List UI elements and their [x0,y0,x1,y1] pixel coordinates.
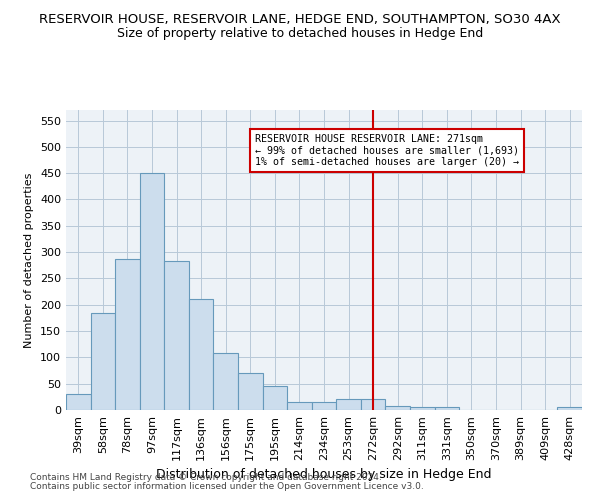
X-axis label: Distribution of detached houses by size in Hedge End: Distribution of detached houses by size … [156,468,492,481]
Bar [385,406,410,410]
Text: Contains HM Land Registry data © Crown copyright and database right 2024.: Contains HM Land Registry data © Crown c… [30,474,382,482]
Bar [115,259,140,410]
Text: RESERVOIR HOUSE RESERVOIR LANE: 271sqm
← 99% of detached houses are smaller (1,6: RESERVOIR HOUSE RESERVOIR LANE: 271sqm ←… [255,134,519,167]
Bar [434,408,459,410]
Bar [91,312,115,410]
Bar [164,261,189,410]
Bar [361,400,385,410]
Bar [410,408,434,410]
Bar [557,408,582,410]
Bar [287,402,312,410]
Bar [66,394,91,410]
Text: RESERVOIR HOUSE, RESERVOIR LANE, HEDGE END, SOUTHAMPTON, SO30 4AX: RESERVOIR HOUSE, RESERVOIR LANE, HEDGE E… [39,12,561,26]
Bar [238,373,263,410]
Bar [312,402,336,410]
Bar [140,173,164,410]
Y-axis label: Number of detached properties: Number of detached properties [25,172,34,348]
Bar [263,386,287,410]
Bar [336,400,361,410]
Text: Contains public sector information licensed under the Open Government Licence v3: Contains public sector information licen… [30,482,424,491]
Text: Size of property relative to detached houses in Hedge End: Size of property relative to detached ho… [117,28,483,40]
Bar [214,352,238,410]
Bar [189,300,214,410]
